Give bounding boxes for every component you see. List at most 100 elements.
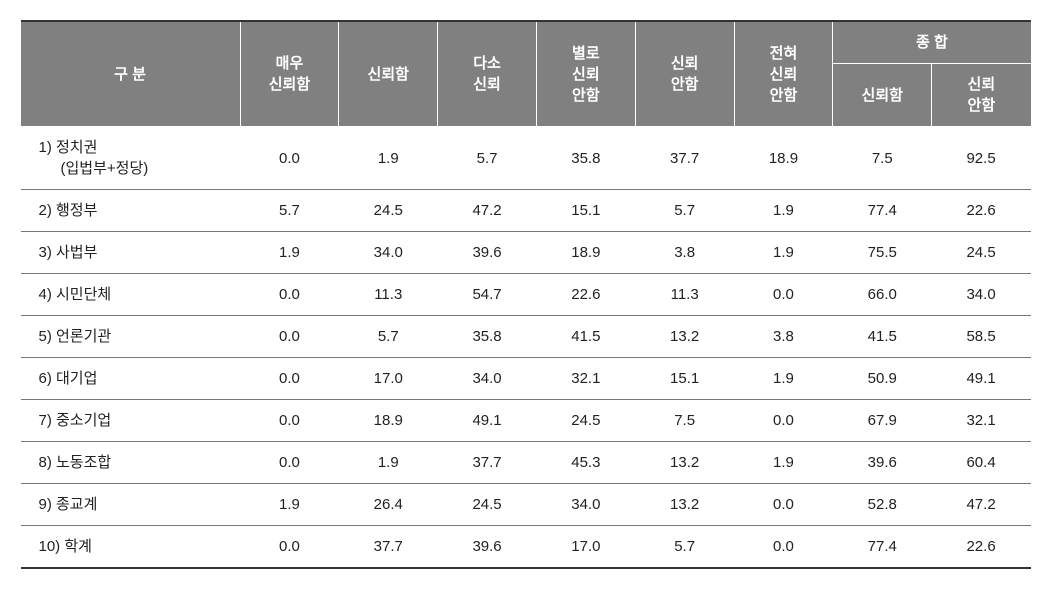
header-trust: 신뢰함 bbox=[339, 21, 438, 127]
cell-value: 5.7 bbox=[635, 526, 734, 569]
cell-value: 47.2 bbox=[932, 484, 1031, 526]
cell-value: 77.4 bbox=[833, 526, 932, 569]
cell-value: 77.4 bbox=[833, 190, 932, 232]
cell-value: 1.9 bbox=[240, 484, 339, 526]
table-row: 6) 대기업0.017.034.032.115.11.950.949.1 bbox=[21, 358, 1031, 400]
cell-value: 7.5 bbox=[833, 127, 932, 190]
cell-value: 0.0 bbox=[240, 400, 339, 442]
cell-value: 0.0 bbox=[240, 274, 339, 316]
table-row: 2) 행정부5.724.547.215.15.71.977.422.6 bbox=[21, 190, 1031, 232]
cell-value: 13.2 bbox=[635, 316, 734, 358]
cell-value: 1.9 bbox=[734, 358, 833, 400]
cell-value: 37.7 bbox=[339, 526, 438, 569]
cell-value: 35.8 bbox=[438, 316, 537, 358]
cell-value: 32.1 bbox=[536, 358, 635, 400]
cell-value: 11.3 bbox=[635, 274, 734, 316]
cell-value: 5.7 bbox=[339, 316, 438, 358]
header-very-trust: 매우신뢰함 bbox=[240, 21, 339, 127]
cell-value: 37.7 bbox=[635, 127, 734, 190]
cell-value: 39.6 bbox=[438, 526, 537, 569]
cell-value: 1.9 bbox=[734, 190, 833, 232]
cell-value: 13.2 bbox=[635, 442, 734, 484]
cell-value: 1.9 bbox=[734, 232, 833, 274]
cell-value: 47.2 bbox=[438, 190, 537, 232]
header-summary-no-trust: 신뢰안함 bbox=[932, 64, 1031, 127]
cell-value: 17.0 bbox=[339, 358, 438, 400]
cell-value: 49.1 bbox=[438, 400, 537, 442]
row-label: 10) 학계 bbox=[21, 526, 241, 569]
cell-value: 5.7 bbox=[438, 127, 537, 190]
cell-value: 60.4 bbox=[932, 442, 1031, 484]
table-row: 8) 노동조합0.01.937.745.313.21.939.660.4 bbox=[21, 442, 1031, 484]
cell-value: 24.5 bbox=[438, 484, 537, 526]
cell-value: 0.0 bbox=[240, 358, 339, 400]
cell-value: 50.9 bbox=[833, 358, 932, 400]
cell-value: 0.0 bbox=[734, 526, 833, 569]
cell-value: 24.5 bbox=[339, 190, 438, 232]
cell-value: 24.5 bbox=[932, 232, 1031, 274]
cell-value: 1.9 bbox=[339, 127, 438, 190]
header-summary-group: 종 합 bbox=[833, 21, 1031, 64]
cell-value: 5.7 bbox=[635, 190, 734, 232]
cell-value: 34.0 bbox=[932, 274, 1031, 316]
header-not-much-trust: 별로신뢰안함 bbox=[536, 21, 635, 127]
cell-value: 32.1 bbox=[932, 400, 1031, 442]
cell-value: 41.5 bbox=[833, 316, 932, 358]
cell-value: 22.6 bbox=[932, 526, 1031, 569]
header-no-trust: 신뢰안함 bbox=[635, 21, 734, 127]
cell-value: 0.0 bbox=[734, 484, 833, 526]
cell-value: 35.8 bbox=[536, 127, 635, 190]
header-category: 구 분 bbox=[21, 21, 241, 127]
table-row: 5) 언론기관0.05.735.841.513.23.841.558.5 bbox=[21, 316, 1031, 358]
cell-value: 0.0 bbox=[734, 400, 833, 442]
cell-value: 92.5 bbox=[932, 127, 1031, 190]
cell-value: 0.0 bbox=[240, 442, 339, 484]
row-label: 6) 대기업 bbox=[21, 358, 241, 400]
cell-value: 67.9 bbox=[833, 400, 932, 442]
cell-value: 7.5 bbox=[635, 400, 734, 442]
cell-value: 26.4 bbox=[339, 484, 438, 526]
cell-value: 37.7 bbox=[438, 442, 537, 484]
trust-table: 구 분 매우신뢰함 신뢰함 다소신뢰 별로신뢰안함 신뢰안함 전혀신뢰안함 종 … bbox=[21, 20, 1031, 569]
cell-value: 24.5 bbox=[536, 400, 635, 442]
table-row: 9) 종교계1.926.424.534.013.20.052.847.2 bbox=[21, 484, 1031, 526]
header-no-trust-at-all: 전혀신뢰안함 bbox=[734, 21, 833, 127]
cell-value: 18.9 bbox=[536, 232, 635, 274]
trust-table-container: 구 분 매우신뢰함 신뢰함 다소신뢰 별로신뢰안함 신뢰안함 전혀신뢰안함 종 … bbox=[21, 20, 1031, 569]
row-label: 7) 중소기업 bbox=[21, 400, 241, 442]
cell-value: 1.9 bbox=[734, 442, 833, 484]
cell-value: 15.1 bbox=[536, 190, 635, 232]
cell-value: 54.7 bbox=[438, 274, 537, 316]
cell-value: 11.3 bbox=[339, 274, 438, 316]
cell-value: 58.5 bbox=[932, 316, 1031, 358]
cell-value: 15.1 bbox=[635, 358, 734, 400]
cell-value: 13.2 bbox=[635, 484, 734, 526]
cell-value: 39.6 bbox=[833, 442, 932, 484]
cell-value: 49.1 bbox=[932, 358, 1031, 400]
cell-value: 34.0 bbox=[339, 232, 438, 274]
cell-value: 22.6 bbox=[536, 274, 635, 316]
cell-value: 18.9 bbox=[339, 400, 438, 442]
table-header: 구 분 매우신뢰함 신뢰함 다소신뢰 별로신뢰안함 신뢰안함 전혀신뢰안함 종 … bbox=[21, 21, 1031, 127]
table-row: 3) 사법부1.934.039.618.93.81.975.524.5 bbox=[21, 232, 1031, 274]
row-label: 9) 종교계 bbox=[21, 484, 241, 526]
row-label: 1) 정치권(입법부+정당) bbox=[21, 127, 241, 190]
cell-value: 18.9 bbox=[734, 127, 833, 190]
table-row: 10) 학계0.037.739.617.05.70.077.422.6 bbox=[21, 526, 1031, 569]
cell-value: 0.0 bbox=[240, 526, 339, 569]
cell-value: 0.0 bbox=[734, 274, 833, 316]
cell-value: 75.5 bbox=[833, 232, 932, 274]
cell-value: 41.5 bbox=[536, 316, 635, 358]
row-label: 4) 시민단체 bbox=[21, 274, 241, 316]
cell-value: 52.8 bbox=[833, 484, 932, 526]
cell-value: 3.8 bbox=[734, 316, 833, 358]
table-row: 4) 시민단체0.011.354.722.611.30.066.034.0 bbox=[21, 274, 1031, 316]
cell-value: 1.9 bbox=[339, 442, 438, 484]
header-some-trust: 다소신뢰 bbox=[438, 21, 537, 127]
cell-value: 66.0 bbox=[833, 274, 932, 316]
cell-value: 22.6 bbox=[932, 190, 1031, 232]
table-row: 7) 중소기업0.018.949.124.57.50.067.932.1 bbox=[21, 400, 1031, 442]
cell-value: 17.0 bbox=[536, 526, 635, 569]
row-label: 5) 언론기관 bbox=[21, 316, 241, 358]
row-label-sub: (입법부+정당) bbox=[39, 158, 235, 179]
